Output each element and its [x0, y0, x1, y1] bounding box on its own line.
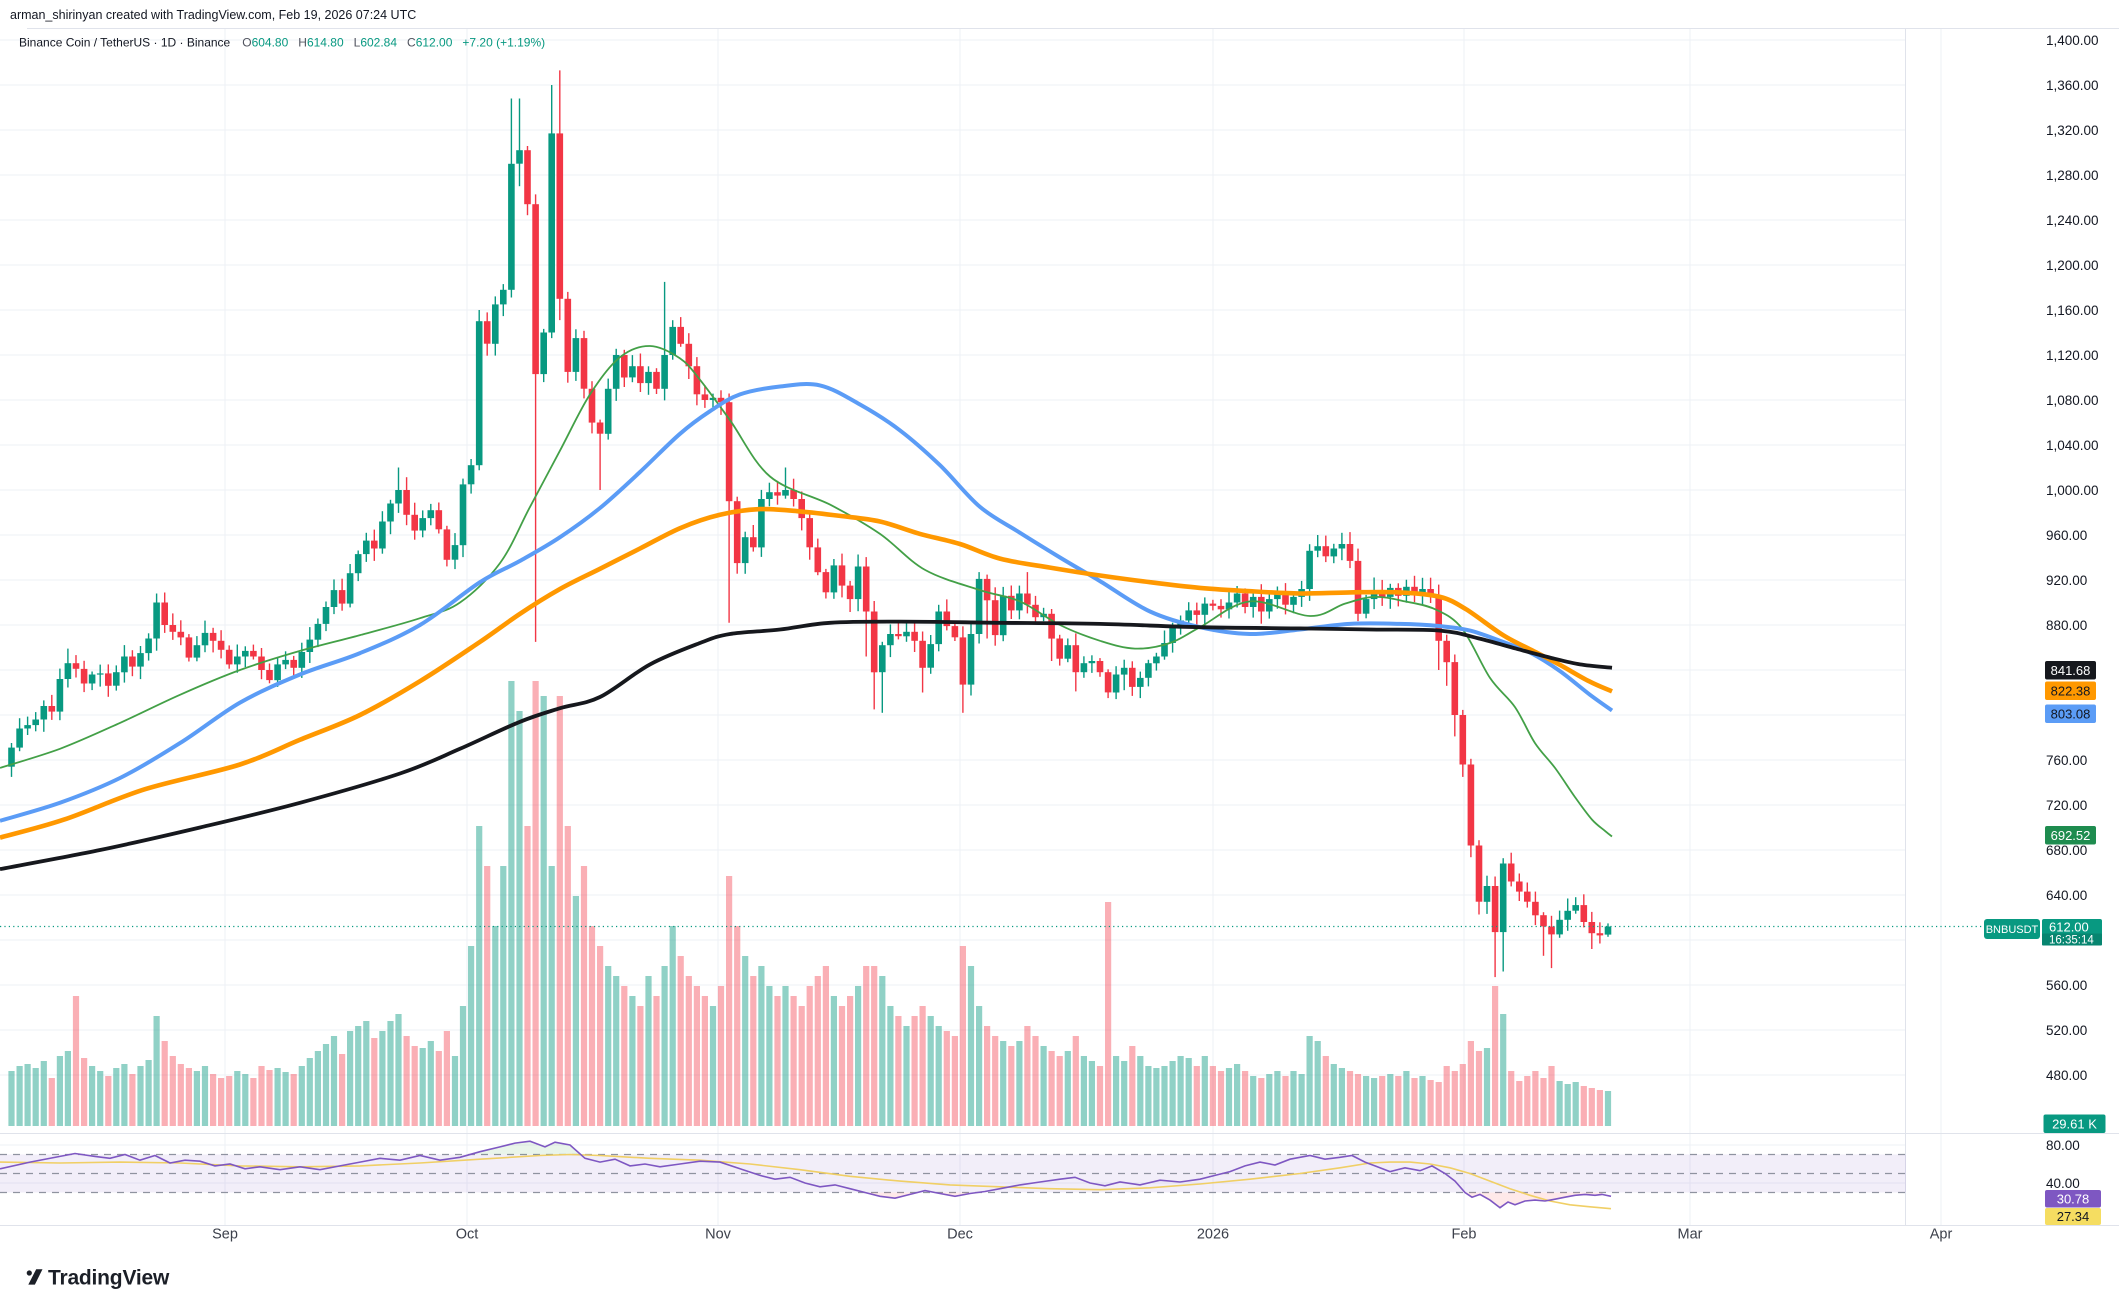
svg-text:30.78: 30.78 [2057, 1191, 2090, 1206]
svg-text:Apr: Apr [1930, 1227, 1953, 1243]
svg-text:Oct: Oct [456, 1227, 479, 1243]
svg-text:480.00: 480.00 [2046, 1068, 2087, 1083]
svg-text:1,200.00: 1,200.00 [2046, 258, 2099, 273]
svg-text:BNBUSDT: BNBUSDT [1986, 924, 2039, 936]
svg-text:1,400.00: 1,400.00 [2046, 33, 2099, 48]
svg-text:1,320.00: 1,320.00 [2046, 123, 2099, 138]
svg-text:920.00: 920.00 [2046, 573, 2087, 588]
svg-text:1,120.00: 1,120.00 [2046, 348, 2099, 363]
svg-text:Dec: Dec [947, 1227, 973, 1243]
svg-text:Nov: Nov [705, 1227, 732, 1243]
svg-text:Sep: Sep [212, 1227, 238, 1243]
svg-text:Feb: Feb [1452, 1227, 1477, 1243]
svg-text:arman_shirinyan created with T: arman_shirinyan created with TradingView… [10, 8, 416, 22]
svg-text:TradingView: TradingView [48, 1267, 170, 1290]
svg-text:1,240.00: 1,240.00 [2046, 213, 2099, 228]
svg-text:880.00: 880.00 [2046, 618, 2087, 633]
svg-text:2026: 2026 [1197, 1227, 1229, 1243]
svg-text:612.00: 612.00 [2049, 920, 2089, 935]
svg-text:27.34: 27.34 [2057, 1209, 2090, 1224]
svg-text:1,000.00: 1,000.00 [2046, 483, 2099, 498]
svg-text:40.00: 40.00 [2046, 1176, 2080, 1191]
svg-text:822.38: 822.38 [2051, 683, 2091, 698]
svg-text:960.00: 960.00 [2046, 528, 2087, 543]
svg-text:640.00: 640.00 [2046, 888, 2087, 903]
svg-text:16:35:14: 16:35:14 [2049, 935, 2094, 947]
svg-text:1,360.00: 1,360.00 [2046, 78, 2099, 93]
svg-text:520.00: 520.00 [2046, 1023, 2087, 1038]
svg-text:803.08: 803.08 [2051, 706, 2091, 721]
svg-text:1,280.00: 1,280.00 [2046, 168, 2099, 183]
svg-text:Binance Coin / TetherUS · 1D ·: Binance Coin / TetherUS · 1D · Binance O6… [19, 36, 545, 50]
svg-text:1,160.00: 1,160.00 [2046, 303, 2099, 318]
svg-text:760.00: 760.00 [2046, 753, 2087, 768]
svg-text:1,080.00: 1,080.00 [2046, 393, 2099, 408]
svg-text:692.52: 692.52 [2051, 828, 2091, 843]
svg-text:560.00: 560.00 [2046, 978, 2087, 993]
svg-text:1,040.00: 1,040.00 [2046, 438, 2099, 453]
svg-text:29.61 K: 29.61 K [2052, 1116, 2097, 1131]
svg-text:841.68: 841.68 [2051, 663, 2091, 678]
svg-text:680.00: 680.00 [2046, 843, 2087, 858]
svg-text:Mar: Mar [1678, 1227, 1703, 1243]
svg-text:720.00: 720.00 [2046, 798, 2087, 813]
svg-text:80.00: 80.00 [2046, 1138, 2080, 1153]
